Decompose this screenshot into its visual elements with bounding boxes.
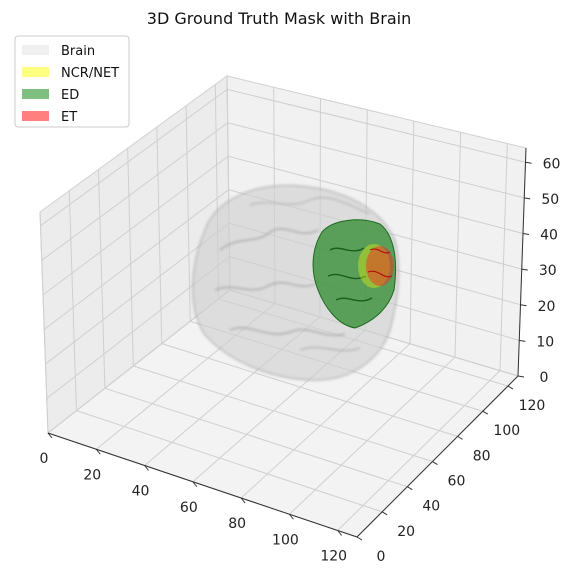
x-tick-label: 80 xyxy=(228,516,246,532)
z-tick-mark xyxy=(523,234,529,235)
y-tick-label: 0 xyxy=(377,549,386,565)
legend-swatch xyxy=(22,89,49,99)
legend-label: Brain xyxy=(61,44,95,59)
y-tick-label: 120 xyxy=(519,398,546,414)
y-tick-mark xyxy=(357,537,362,540)
z-tick-mark xyxy=(526,162,532,163)
legend-label: NCR/NET xyxy=(61,66,119,81)
y-tick-label: 60 xyxy=(448,474,466,490)
legend-label: ET xyxy=(61,110,77,125)
x-tick-label: 20 xyxy=(83,467,101,483)
y-tick-mark xyxy=(407,487,412,490)
z-tick-label: 10 xyxy=(536,334,554,350)
y-tick-label: 80 xyxy=(473,448,491,464)
z-tick-label: 20 xyxy=(538,299,556,315)
y-tick-mark xyxy=(508,386,513,389)
legend-swatch xyxy=(22,67,49,77)
chart-title: 3D Ground Truth Mask with Brain xyxy=(147,9,411,28)
z-tick-label: 30 xyxy=(539,263,557,279)
y-tick-label: 100 xyxy=(493,423,520,439)
x-tick-label: 60 xyxy=(180,500,198,516)
x-tick-label: 100 xyxy=(272,532,299,548)
legend-label: ED xyxy=(61,88,79,103)
z-tick-mark xyxy=(521,305,527,306)
x-tick-label: 120 xyxy=(320,549,347,565)
x-tick-label: 0 xyxy=(40,451,49,467)
z-tick-label: 40 xyxy=(540,228,558,244)
y-tick-mark xyxy=(432,462,437,465)
z-tick-mark xyxy=(519,340,525,341)
y-tick-label: 40 xyxy=(422,499,440,515)
y-tick-mark xyxy=(382,512,387,515)
y-tick-label: 20 xyxy=(397,524,415,540)
z-tick-label: 50 xyxy=(541,192,559,208)
legend-swatch xyxy=(22,111,49,121)
z-tick-label: 0 xyxy=(540,370,549,386)
x-tick-label: 40 xyxy=(132,484,150,500)
y-tick-mark xyxy=(483,411,488,414)
z-tick-label: 60 xyxy=(543,156,561,172)
z-tick-mark xyxy=(522,269,528,270)
legend: Brain NCR/NET ED ET xyxy=(15,36,129,127)
legend-swatch xyxy=(22,45,49,55)
z-tick-mark xyxy=(524,198,530,199)
y-tick-mark xyxy=(458,436,463,439)
z-tick-mark xyxy=(518,376,524,377)
